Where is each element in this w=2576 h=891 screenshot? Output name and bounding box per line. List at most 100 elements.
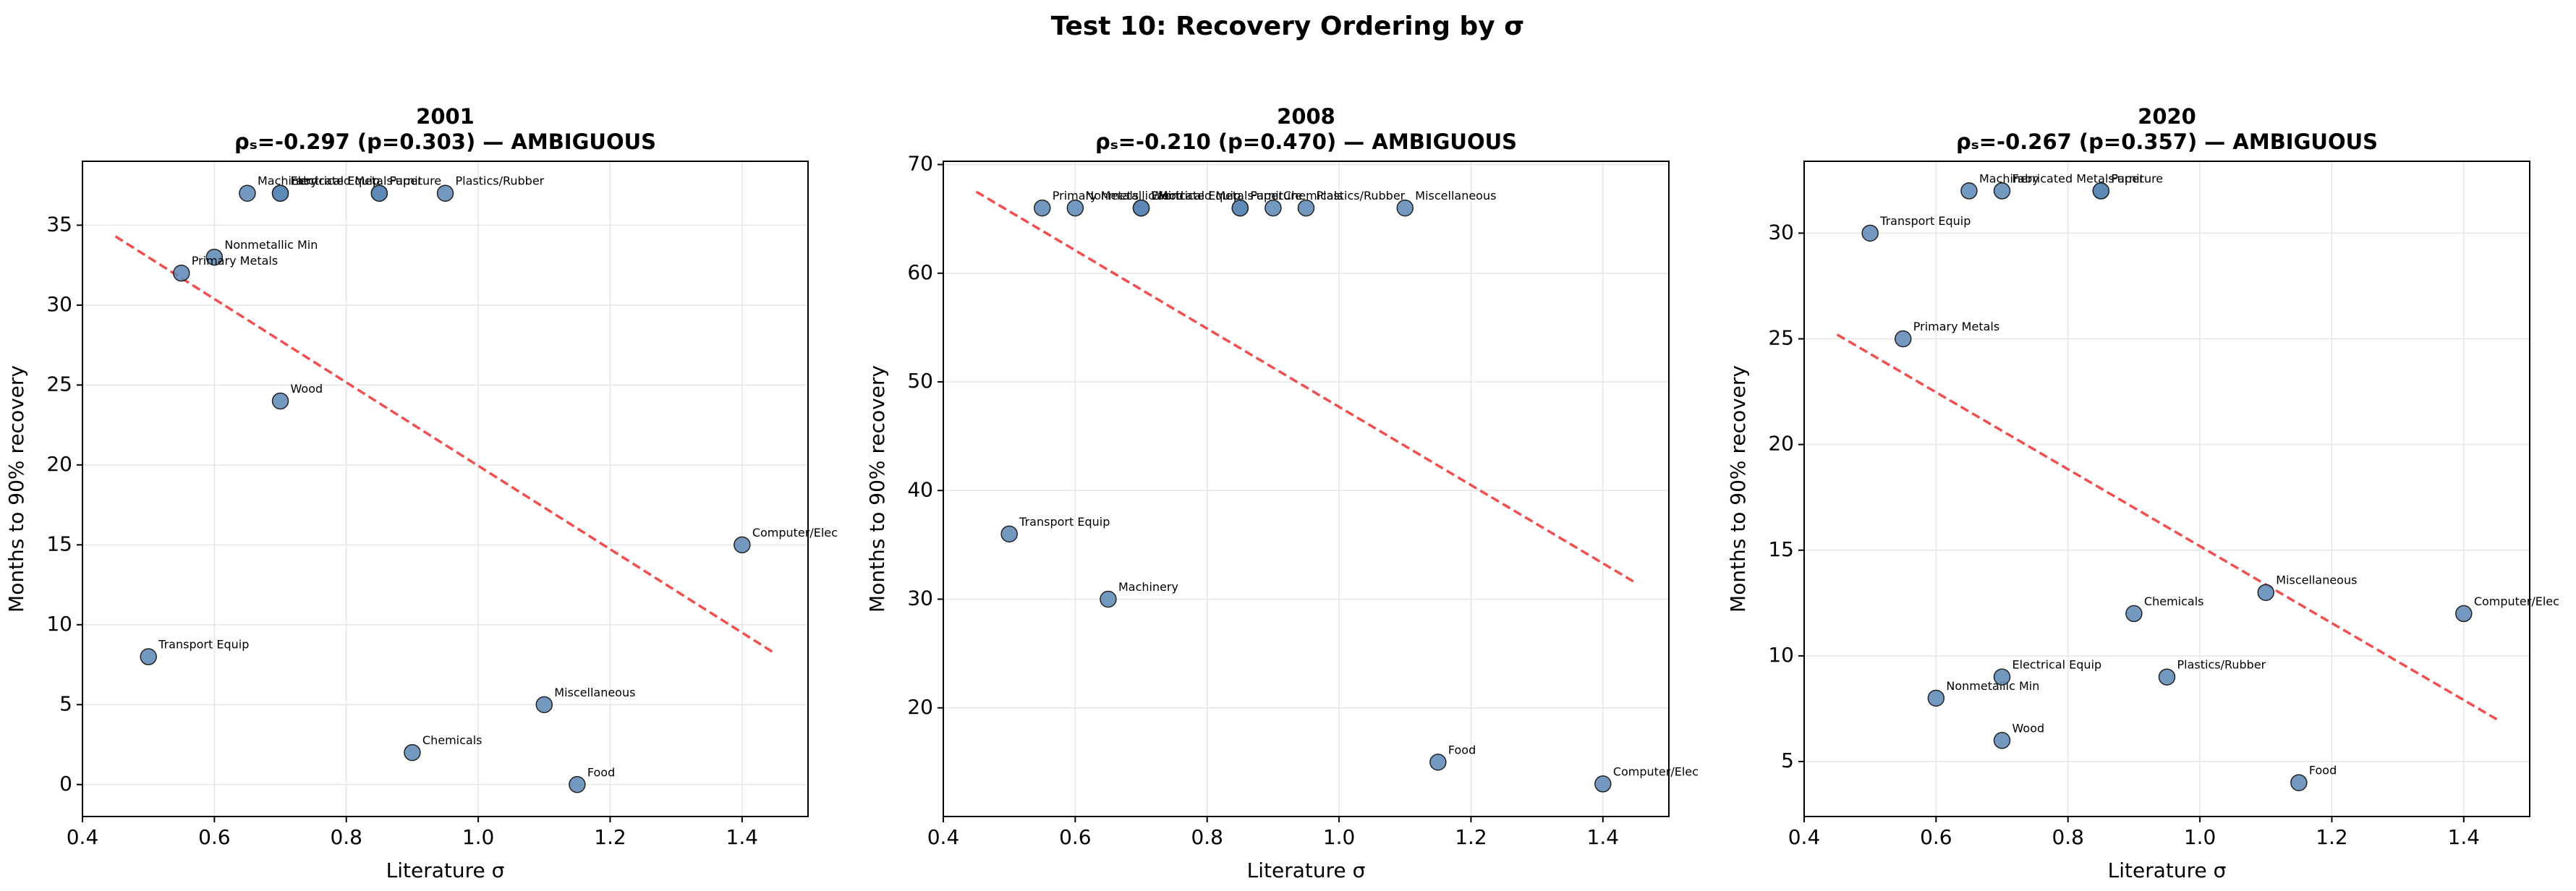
- y-tick-label: 5: [1781, 749, 1794, 772]
- y-tick-label: 40: [907, 477, 933, 501]
- point-label: Fabricated Metals: [1152, 189, 1254, 202]
- x-tick-label: 1.0: [1323, 825, 1356, 849]
- point: [271, 392, 289, 410]
- y-tick-label: 30: [907, 587, 933, 610]
- subplot-title: 2001: [416, 104, 475, 129]
- point-label: Nonmetallic Min: [1946, 679, 2039, 693]
- y-axis-label: Months to 90% recovery: [1726, 365, 1750, 613]
- x-tick-label: 0.4: [927, 825, 960, 849]
- y-tick-label: 50: [907, 369, 933, 393]
- point: [1100, 590, 1117, 608]
- point-label: Food: [1448, 743, 1476, 756]
- point: [2290, 774, 2308, 791]
- y-axis-label: Months to 90% recovery: [865, 365, 889, 613]
- point-label: Chemicals: [1283, 189, 1343, 202]
- point-label: Transport Equip: [158, 638, 249, 652]
- y-tick-label: 20: [1768, 432, 1794, 456]
- point-label: Machinery: [258, 174, 318, 188]
- y-tick-label: 20: [46, 452, 72, 476]
- x-tick-label: 0.4: [1788, 825, 1821, 849]
- x-tick-label: 1.4: [726, 825, 759, 849]
- axes-frame: [1803, 161, 2530, 817]
- point-label: Furniture: [389, 174, 441, 188]
- x-tick-label: 1.2: [1455, 825, 1487, 849]
- y-tick-label: 25: [1768, 325, 1794, 349]
- y-tick-label: 70: [907, 152, 933, 176]
- point: [1993, 732, 2011, 749]
- figure-title: Test 10: Recovery Ordering by σ: [1051, 12, 1525, 41]
- x-tick-label: 1.0: [462, 825, 495, 849]
- trend-line: [1836, 333, 2498, 721]
- point: [1066, 199, 1084, 217]
- point-label: Food: [2309, 764, 2337, 777]
- point: [1231, 199, 1249, 217]
- y-tick-label: 10: [1768, 643, 1794, 667]
- y-tick-label: 15: [46, 532, 72, 555]
- x-tick-label: 1.2: [2316, 825, 2348, 849]
- axes-frame: [943, 161, 1670, 817]
- point: [569, 776, 586, 793]
- point-label: Furniture: [2111, 171, 2163, 185]
- point-label: Electrical Equip: [291, 174, 381, 188]
- point: [734, 536, 751, 554]
- point: [370, 184, 388, 202]
- point-label: Wood: [1152, 189, 1184, 202]
- point-label: Paper: [1250, 189, 1283, 202]
- y-tick-label: 30: [46, 292, 72, 316]
- point: [2455, 605, 2473, 623]
- point-label: Machinery: [1979, 171, 2039, 185]
- y-tick-label: 0: [59, 772, 72, 796]
- point-label: Nonmetallic Min: [1085, 189, 1178, 202]
- point-label: Computer/Elec: [752, 526, 838, 540]
- point-label: Miscellaneous: [2276, 574, 2357, 587]
- point-label: Primary Metals: [1053, 189, 1139, 202]
- y-tick-label: 25: [46, 372, 72, 396]
- point-label: Paper: [2111, 171, 2144, 185]
- point: [1861, 224, 1879, 242]
- x-axis-label: Literature σ: [386, 858, 505, 882]
- subplot-subtitle: ρₛ=-0.210 (p=0.470) — AMBIGUOUS: [1095, 129, 1517, 154]
- point: [1993, 182, 2011, 200]
- point-label: Primary Metals: [1913, 320, 1999, 333]
- subplot-title: 2008: [1277, 104, 1335, 129]
- point-label: Fabricated Metals: [2012, 171, 2114, 185]
- point-label: Food: [587, 765, 615, 779]
- point-label: Plastics/Rubber: [456, 174, 545, 188]
- point-label: Plastics/Rubber: [1317, 189, 1406, 202]
- point: [1264, 199, 1282, 217]
- point-label: Plastics/Rubber: [2177, 658, 2266, 672]
- point: [1034, 199, 1051, 217]
- point: [1396, 199, 1414, 217]
- point-label: Miscellaneous: [554, 686, 635, 699]
- point-label: Electrical Equip: [1152, 189, 1241, 202]
- point: [140, 648, 157, 665]
- point: [1927, 689, 1945, 707]
- x-tick-label: 1.2: [594, 825, 626, 849]
- y-tick-label: 10: [46, 612, 72, 636]
- point: [271, 184, 289, 202]
- point-label: Miscellaneous: [1415, 189, 1496, 202]
- x-tick-label: 0.8: [330, 825, 362, 849]
- point: [1960, 182, 1978, 200]
- x-axis-label: Literature σ: [2108, 858, 2227, 882]
- point: [239, 184, 256, 202]
- point: [2125, 605, 2143, 623]
- point-label: Transport Equip: [1019, 515, 1110, 529]
- x-tick-label: 0.6: [1059, 825, 1092, 849]
- trend-line: [975, 190, 1637, 584]
- y-tick-label: 60: [907, 260, 933, 284]
- point-label: Furniture: [1250, 189, 1302, 202]
- x-tick-label: 1.4: [2448, 825, 2481, 849]
- x-tick-label: 0.4: [67, 825, 99, 849]
- point-label: Computer/Elec: [2474, 594, 2559, 608]
- point-label: Wood: [2012, 721, 2045, 735]
- point: [436, 184, 454, 202]
- point-label: Paper: [389, 174, 422, 188]
- point: [1594, 775, 1612, 793]
- x-tick-label: 0.8: [2052, 825, 2084, 849]
- point: [205, 248, 224, 266]
- point: [1000, 525, 1018, 543]
